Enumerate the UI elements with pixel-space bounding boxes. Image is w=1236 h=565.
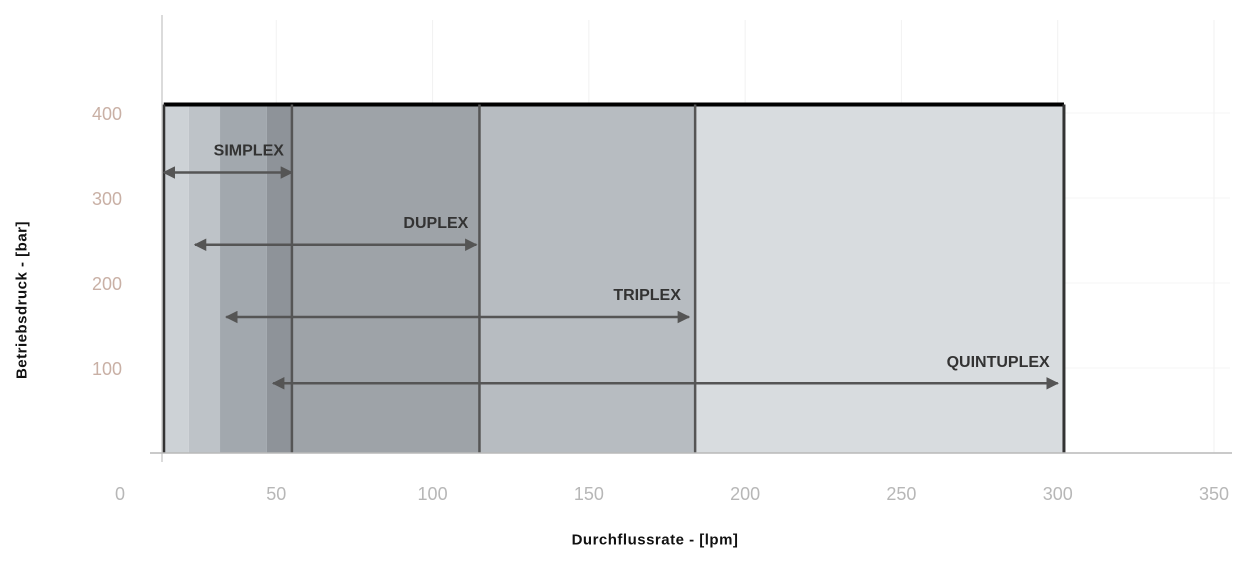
series-layer: SIMPLEX DUPLEX TRIPLEX QUINTUPLEX <box>162 143 1059 390</box>
x-tick-label: 50 <box>266 484 286 504</box>
x-tick-label: 0 <box>115 484 125 504</box>
y-tick-label: 200 <box>92 274 122 294</box>
y-tick-label: 300 <box>92 189 122 209</box>
x-axis-label: Durchflussrate - [lpm] <box>571 531 739 549</box>
x-tick-label: 300 <box>1043 484 1073 504</box>
y-axis-label: Betriebsdruck - [bar] <box>13 220 31 380</box>
x-tick-label: 350 <box>1199 484 1229 504</box>
pressure-zone <box>220 104 267 453</box>
zone-layer <box>163 104 1064 453</box>
y-tick-label: 100 <box>92 359 122 379</box>
axis-layer <box>150 15 1232 462</box>
series-label: SIMPLEX <box>214 143 285 160</box>
series-label: DUPLEX <box>403 215 468 232</box>
x-tick-label: 100 <box>418 484 448 504</box>
pressure-zone <box>479 104 696 453</box>
pressure-zone <box>188 104 221 453</box>
x-tick-label: 150 <box>574 484 604 504</box>
x-tick-label: 250 <box>886 484 916 504</box>
x-tick-label: 200 <box>730 484 760 504</box>
pressure-zone <box>266 104 292 453</box>
pressure-zone <box>163 104 189 453</box>
y-tick-label: 400 <box>92 104 122 124</box>
series-label: TRIPLEX <box>613 287 681 304</box>
pressure-zone <box>695 104 1064 453</box>
divider-layer <box>290 104 697 453</box>
frame-layer <box>162 102 1066 453</box>
pressure-zone <box>291 104 480 453</box>
series-label: QUINTUPLEX <box>947 354 1050 371</box>
tick-layer: 0 50 100 150 200 250 300 350 100 200 300 400 <box>92 104 1229 504</box>
